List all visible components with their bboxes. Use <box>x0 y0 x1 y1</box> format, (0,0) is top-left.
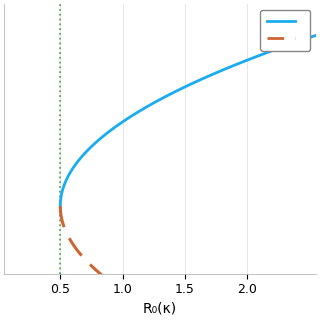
X-axis label: R₀(κ): R₀(κ) <box>143 302 177 316</box>
Legend: , : , <box>260 10 310 51</box>
